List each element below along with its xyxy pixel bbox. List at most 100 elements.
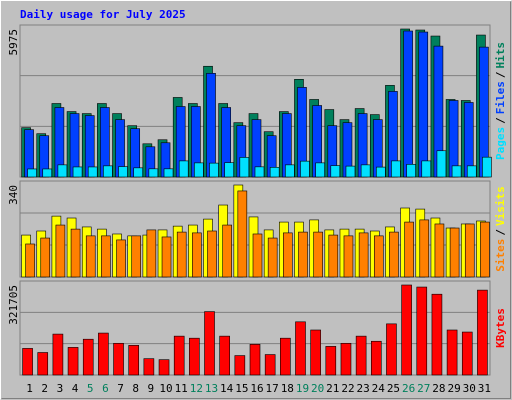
legend: Pages / Files / Hits: [494, 42, 507, 160]
bar: [406, 164, 416, 178]
x-tick-label: 7: [117, 382, 124, 395]
bar: [315, 162, 325, 178]
bar: [283, 232, 293, 278]
bar: [113, 342, 124, 376]
bar: [280, 337, 291, 376]
bar: [254, 166, 265, 178]
x-tick-label: 21: [326, 382, 339, 395]
bar: [298, 231, 308, 278]
bar: [224, 162, 234, 178]
bar: [370, 340, 382, 376]
legend-entry: Visits: [494, 186, 507, 226]
bar: [466, 165, 477, 178]
legend: KBytes: [494, 308, 507, 348]
bar: [173, 335, 185, 376]
x-tick-label: 23: [357, 382, 370, 395]
bar: [146, 229, 157, 278]
x-tick-label: 30: [463, 382, 476, 395]
bar: [310, 329, 321, 376]
x-tick-label: 11: [175, 382, 188, 395]
bar: [82, 338, 94, 376]
bar: [340, 342, 352, 376]
x-tick-label: 20: [311, 382, 324, 395]
bar: [219, 335, 230, 376]
chart-title: Daily usage for July 2025: [20, 8, 186, 21]
bar: [421, 160, 432, 178]
bar: [176, 231, 187, 278]
bar: [313, 231, 323, 278]
bar: [264, 354, 276, 376]
x-tick-label: 18: [281, 382, 294, 395]
bar: [375, 166, 386, 178]
bar: [360, 164, 371, 178]
bar: [133, 167, 144, 178]
bar: [161, 236, 172, 278]
x-tick-label: 17: [266, 382, 279, 395]
bar: [209, 162, 219, 178]
bar: [206, 73, 216, 178]
legend-entry: Hits: [494, 42, 507, 69]
x-tick-label: 5: [87, 382, 94, 395]
x-tick-label: 10: [159, 382, 172, 395]
bar: [103, 165, 113, 178]
bar: [401, 284, 412, 376]
x-tick-label: 4: [72, 382, 79, 395]
x-tick-label: 3: [57, 382, 64, 395]
bar: [85, 235, 96, 278]
y-tick-label: 340: [7, 185, 20, 205]
y-tick-label: 321705: [7, 285, 20, 325]
bar: [386, 323, 397, 376]
bar: [391, 160, 401, 178]
bar: [404, 221, 414, 278]
bar: [267, 237, 278, 278]
bar: [55, 224, 66, 278]
bar: [87, 166, 98, 178]
bar: [22, 348, 33, 376]
x-tick-label: 9: [148, 382, 155, 395]
bar: [101, 235, 111, 278]
bar: [269, 167, 280, 178]
bar: [249, 344, 261, 376]
bar: [128, 345, 140, 376]
bar: [207, 230, 217, 278]
x-tick-label: 1: [26, 382, 33, 395]
bar: [40, 237, 51, 278]
bar: [189, 337, 200, 376]
bar: [72, 166, 83, 178]
bar: [98, 332, 109, 376]
legend-entry: KBytes: [494, 308, 507, 348]
bar: [446, 329, 458, 376]
bar: [194, 162, 204, 178]
bar: [477, 289, 488, 376]
bar: [300, 160, 310, 178]
x-tick-label: 15: [235, 382, 248, 395]
bar: [431, 293, 443, 376]
bar: [234, 355, 246, 376]
x-tick-label: 14: [220, 382, 234, 395]
bar: [163, 168, 174, 178]
bar: [330, 165, 341, 178]
bar: [482, 156, 492, 178]
legend-entry: Files: [494, 81, 507, 114]
bar: [285, 164, 295, 178]
y-tick-label: 5975: [7, 29, 20, 56]
legend: Sites / Visits: [494, 186, 507, 272]
bar: [434, 223, 445, 278]
bar: [42, 168, 53, 178]
x-tick-label: 27: [417, 382, 430, 395]
bar: [295, 321, 306, 376]
bar: [449, 227, 460, 278]
bar: [192, 232, 202, 278]
x-tick-label: 22: [341, 382, 354, 395]
legend-separator: /: [494, 71, 507, 78]
bar: [148, 168, 159, 178]
x-tick-label: 2: [41, 382, 48, 395]
bar: [345, 165, 356, 178]
bar: [464, 223, 475, 278]
legend-entry: Pages: [494, 127, 507, 160]
bar: [416, 286, 428, 376]
x-tick-label: 13: [205, 382, 218, 395]
